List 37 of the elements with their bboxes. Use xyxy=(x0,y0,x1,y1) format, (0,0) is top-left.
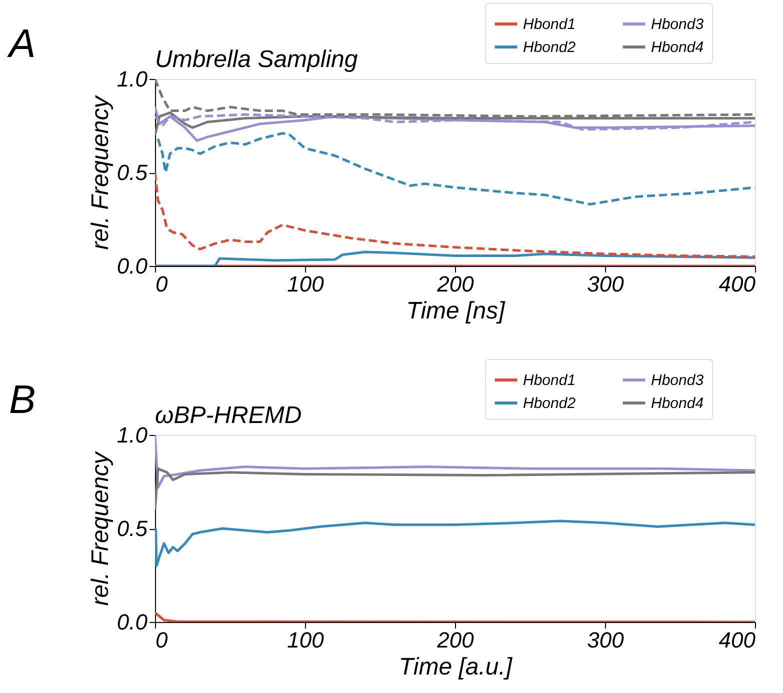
legend-label: Hbond1 xyxy=(523,16,576,33)
x-tick-label: 100 xyxy=(287,628,325,652)
x-tick-label: 300 xyxy=(587,272,625,296)
y-tick-label: 0.5 xyxy=(116,160,148,185)
x-tick-label: 300 xyxy=(587,628,625,652)
x-tick-label: 0 xyxy=(156,628,168,652)
y-axis-title: rel. Frequency xyxy=(86,450,114,606)
line-series xyxy=(155,520,755,568)
legend-label: Hbond2 xyxy=(523,39,576,56)
x-tick-label: 400 xyxy=(718,272,756,296)
y-tick-label: 1.0 xyxy=(116,422,148,448)
chart-title: Umbrella Sampling xyxy=(155,46,358,73)
legend-label: Hbond2 xyxy=(523,395,576,412)
y-tick-label: 0.5 xyxy=(116,516,148,541)
x-axis-title: Time [ns] xyxy=(406,298,506,324)
legend-label: Hbond3 xyxy=(651,372,704,389)
x-tick-label: 100 xyxy=(287,272,325,296)
legend-label: Hbond1 xyxy=(523,372,576,389)
legend-label: Hbond4 xyxy=(651,395,704,412)
legend-label: Hbond4 xyxy=(651,39,704,56)
line-series xyxy=(155,171,755,258)
x-tick-label: 0 xyxy=(156,272,168,296)
y-tick-label: 1.0 xyxy=(116,66,148,92)
line-series xyxy=(156,132,755,206)
y-axis-title: rel. Frequency xyxy=(86,94,114,250)
x-tick-label: 400 xyxy=(718,628,756,652)
text: A xyxy=(7,22,36,66)
y-tick-label: 0.0 xyxy=(116,254,148,278)
x-tick-label: 200 xyxy=(436,272,475,296)
legend-label: Hbond3 xyxy=(651,16,704,33)
y-tick-label: 0.0 xyxy=(116,610,148,634)
line-series xyxy=(155,435,755,489)
x-tick-label: 200 xyxy=(436,628,475,652)
text: B xyxy=(9,378,36,422)
chart-title: ωBP-HREMD xyxy=(155,402,302,429)
x-axis-title: Time [a.u.] xyxy=(398,654,514,680)
line-series xyxy=(155,467,755,512)
